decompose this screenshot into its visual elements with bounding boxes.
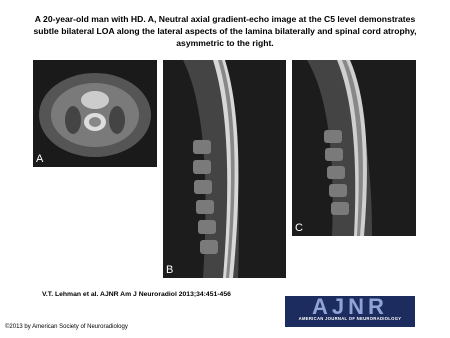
panel-label: C bbox=[295, 222, 303, 234]
sagittal-image bbox=[163, 60, 286, 278]
journal-logo: AJNR AMERICAN JOURNAL OF NEURORADIOLOGY bbox=[285, 296, 415, 327]
image-panel: A bbox=[33, 60, 157, 167]
sagittal-image bbox=[292, 60, 416, 236]
title-line: A 20-year-old man with HD. A, Neutral ax… bbox=[34, 14, 416, 24]
citation: V.T. Lehman et al. AJNR Am J Neuroradiol… bbox=[42, 291, 231, 298]
panel-label: A bbox=[36, 153, 44, 165]
copyright: ©2013 by American Society of Neuroradiol… bbox=[5, 324, 128, 330]
logo-subtitle: AMERICAN JOURNAL OF NEURORADIOLOGY bbox=[298, 316, 402, 321]
image-panel: C bbox=[292, 60, 416, 236]
image-panel: B bbox=[163, 60, 286, 278]
panel-label: B bbox=[166, 264, 174, 276]
axial-image bbox=[33, 60, 157, 167]
title: A 20-year-old man with HD. A, Neutral ax… bbox=[0, 13, 450, 49]
logo-title: AJNR bbox=[312, 294, 388, 319]
title-line: subtle bilateral LOA along the lateral a… bbox=[33, 26, 417, 36]
title-line: asymmetric to the right. bbox=[176, 38, 274, 48]
